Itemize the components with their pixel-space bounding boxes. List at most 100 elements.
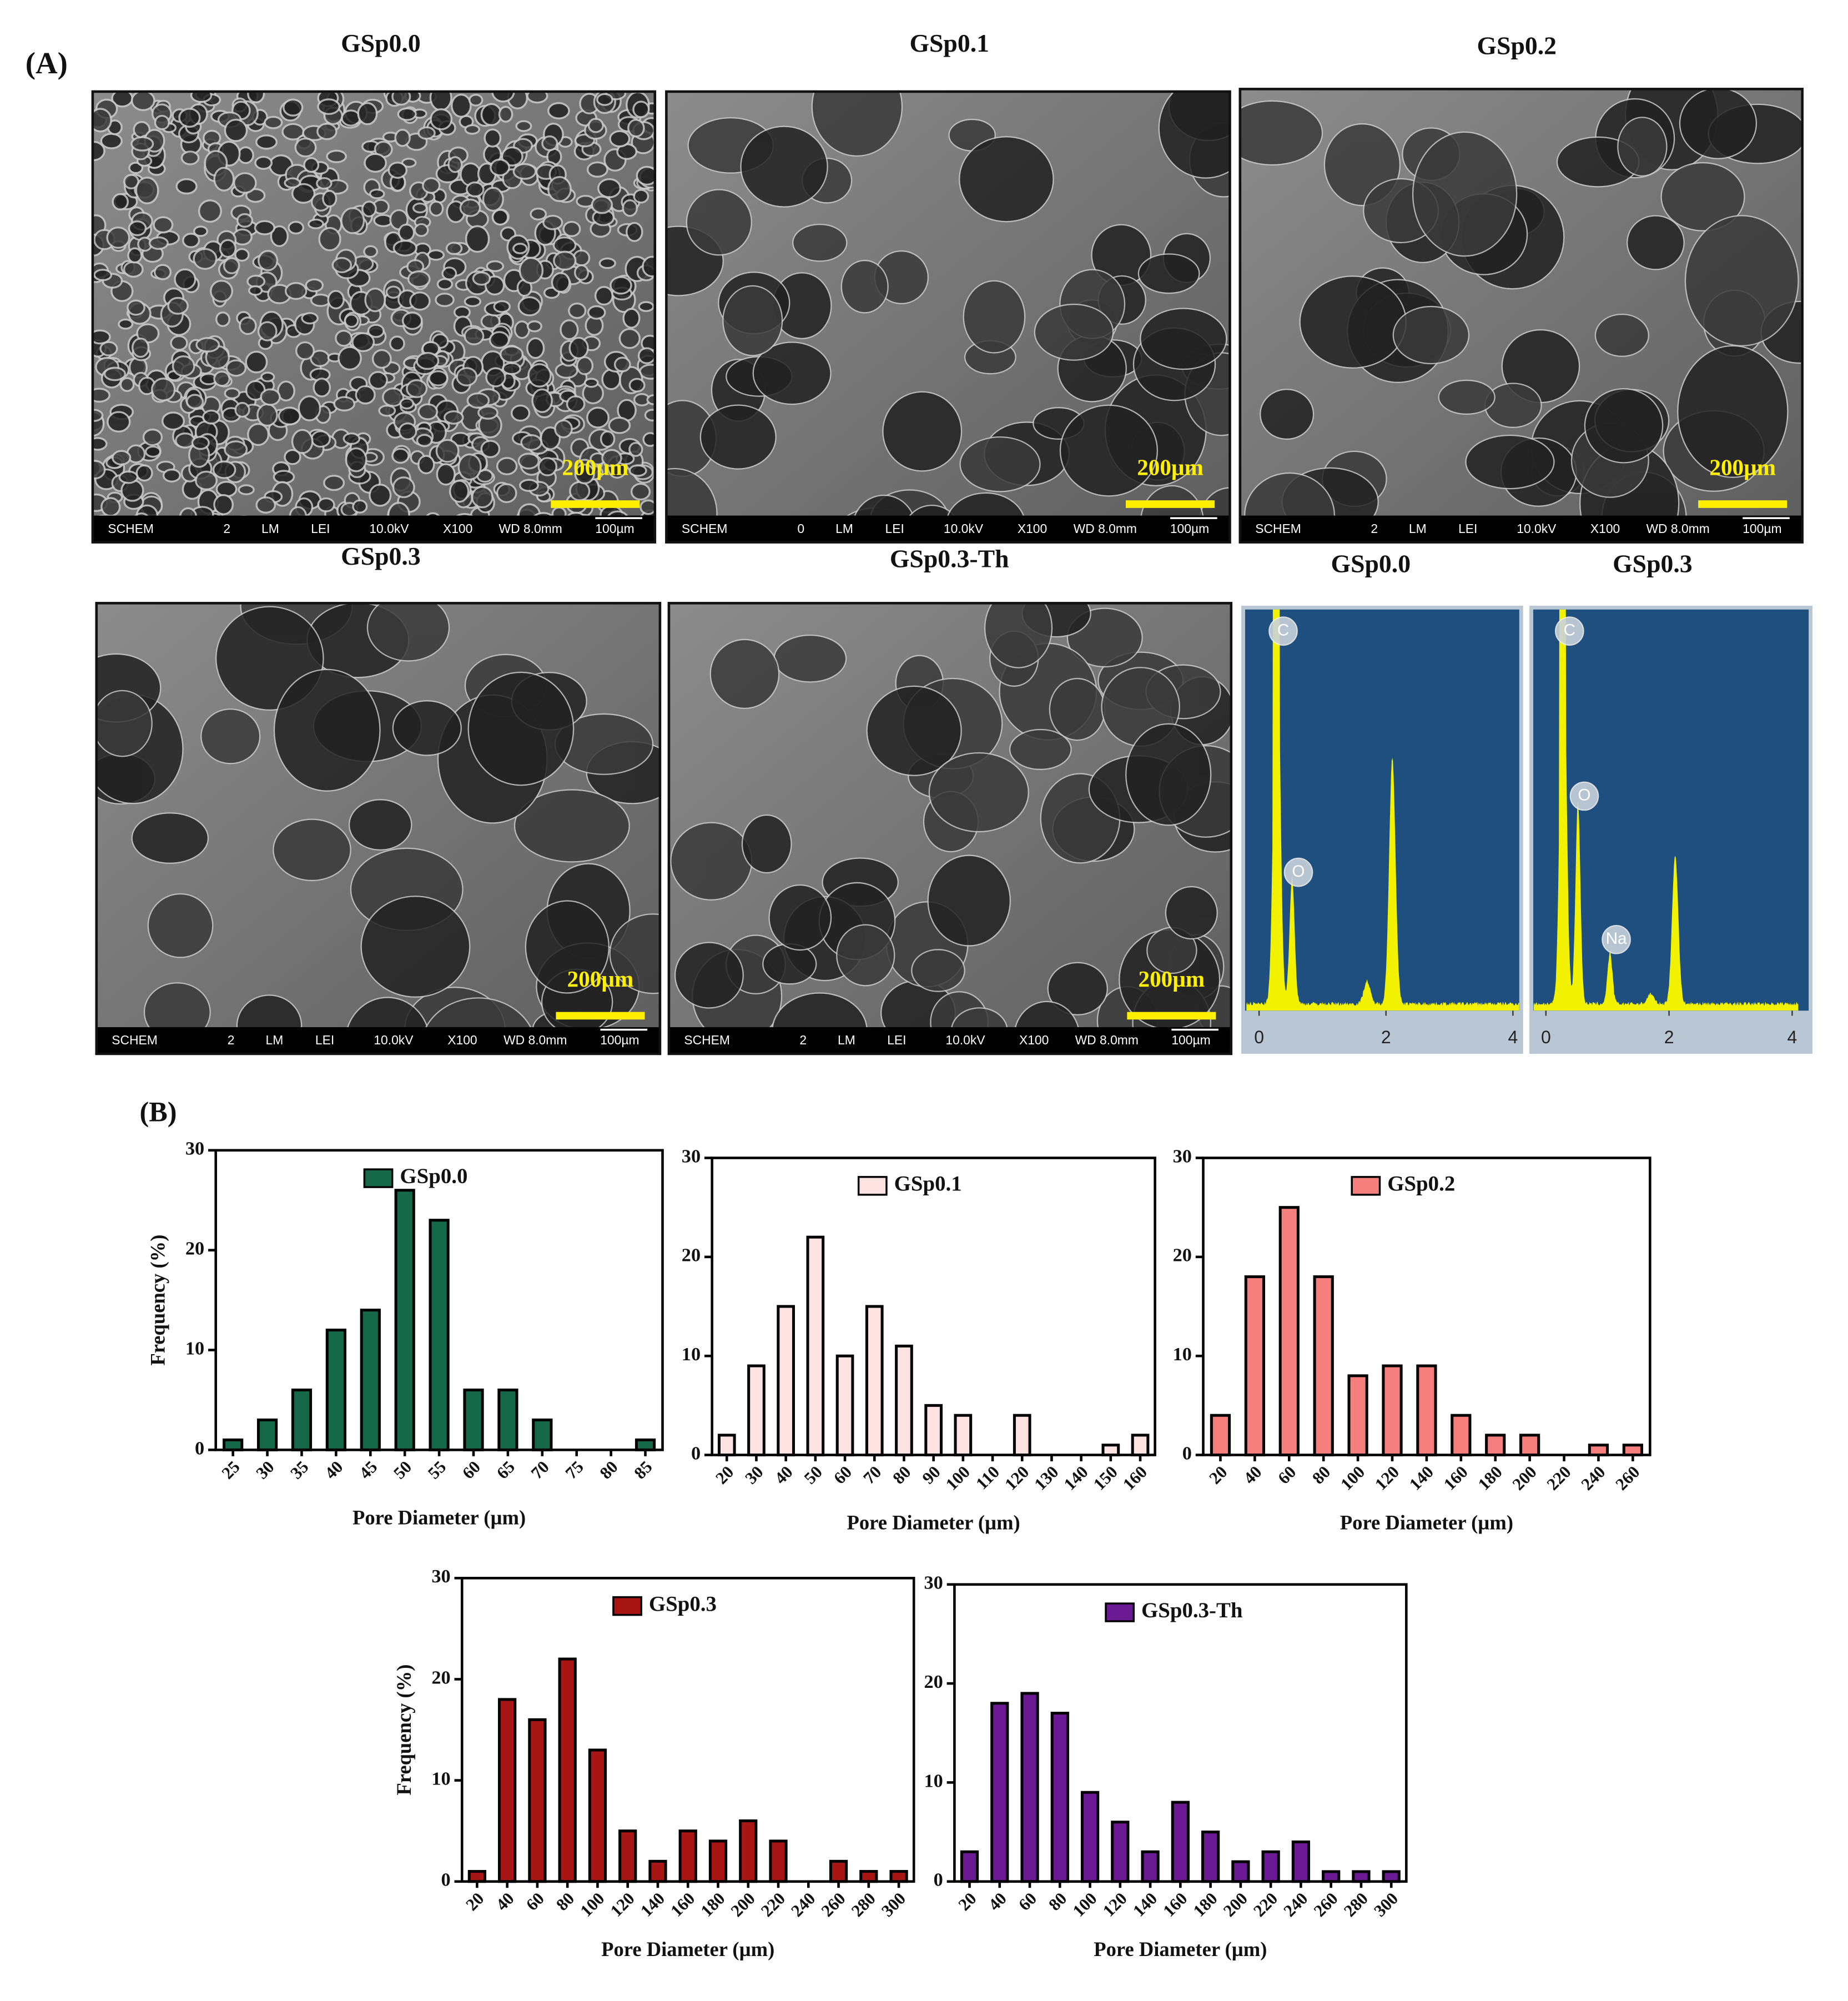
pore <box>484 128 502 148</box>
pore <box>502 362 521 375</box>
pore <box>167 296 189 315</box>
pore <box>1660 162 1745 232</box>
pore <box>1617 117 1668 177</box>
pore <box>180 150 200 165</box>
y-axis-label: Frequency (%) <box>392 1665 415 1796</box>
pore <box>182 233 200 248</box>
pore <box>768 884 832 951</box>
pore <box>392 700 462 756</box>
pore <box>541 135 558 152</box>
spectrum-plot <box>1245 609 1519 1011</box>
pore <box>1034 303 1114 361</box>
x-tick-label: 130 <box>1031 1462 1063 1494</box>
bar <box>1278 1206 1300 1457</box>
plot-frame <box>460 1577 915 1883</box>
x-tick-label: 140 <box>1129 1889 1161 1920</box>
pore <box>417 403 439 420</box>
pore <box>93 269 113 281</box>
element-label: Na <box>1606 929 1627 948</box>
pore <box>153 264 172 280</box>
pore <box>489 331 510 349</box>
x-tick-label: 240 <box>1578 1462 1609 1494</box>
bar <box>558 1657 577 1883</box>
scale-label: 200µm <box>1139 966 1205 992</box>
pore <box>195 470 218 491</box>
x-tick-label: 160 <box>1119 1462 1151 1494</box>
y-tick-label: 0 <box>1182 1442 1192 1464</box>
pore <box>301 312 319 325</box>
x-tick-label: 120 <box>607 1889 638 1920</box>
x-axis-label: Pore Diameter (µm) <box>1340 1511 1513 1534</box>
pore <box>333 396 356 412</box>
pore <box>416 351 440 370</box>
scale-label: 200µm <box>567 966 634 992</box>
pore <box>264 115 283 129</box>
x-tick-label: 80 <box>1308 1462 1334 1488</box>
x-tick-label: 80 <box>889 1462 915 1488</box>
x-tick-label: 30 <box>742 1462 767 1488</box>
pore <box>1047 962 1108 1015</box>
bar <box>960 1850 979 1883</box>
pore <box>542 214 563 230</box>
x-tick-label: 120 <box>1371 1462 1403 1494</box>
pore <box>225 359 247 377</box>
pore <box>1165 886 1218 940</box>
pore <box>310 430 331 448</box>
x-tick-label: 260 <box>1612 1462 1644 1494</box>
spectrum-title: GSp0.0 <box>1331 550 1411 578</box>
pore <box>1240 100 1323 166</box>
bar <box>1171 1801 1190 1883</box>
pore <box>294 137 317 158</box>
info-text: X100 <box>447 1033 477 1047</box>
pore <box>562 220 581 238</box>
pore <box>472 271 491 286</box>
pore <box>928 752 1029 833</box>
pore <box>127 247 143 264</box>
pore <box>100 497 121 517</box>
bar <box>708 1839 728 1883</box>
bar <box>588 1748 607 1883</box>
pore <box>513 320 530 339</box>
x-tick-label: 2 <box>1381 1027 1391 1047</box>
pore <box>597 178 622 198</box>
y-tick-label: 20 <box>924 1671 943 1692</box>
bar <box>1313 1275 1334 1457</box>
x-tick-label: 100 <box>1069 1889 1101 1920</box>
pore <box>284 281 308 300</box>
pore <box>284 177 301 189</box>
image-title: GSp0.2 <box>1477 32 1557 60</box>
pore <box>161 411 185 431</box>
bar <box>467 1870 487 1883</box>
y-tick-label: 20 <box>682 1245 701 1266</box>
pore <box>364 287 386 313</box>
pore <box>613 356 631 373</box>
pore <box>170 335 188 351</box>
x-tick-label: 85 <box>631 1457 656 1483</box>
info-text: LM <box>266 1033 284 1047</box>
bar <box>1382 1870 1401 1883</box>
pore <box>547 102 570 120</box>
pore <box>112 450 132 466</box>
pore <box>586 161 608 178</box>
pore <box>1049 677 1106 741</box>
x-tick-label: 100 <box>577 1889 608 1920</box>
x-tick-label: 50 <box>390 1457 415 1483</box>
bar <box>1352 1870 1371 1883</box>
pore <box>591 195 613 214</box>
x-tick-label: 140 <box>1406 1462 1437 1494</box>
pore <box>313 378 331 398</box>
pore <box>236 213 254 228</box>
pore <box>185 394 204 410</box>
pore <box>984 603 1053 668</box>
bar <box>769 1839 788 1883</box>
spectrum-title: GSp0.3 <box>1613 550 1693 578</box>
y-tick-label: 0 <box>934 1869 943 1891</box>
pore <box>630 482 651 501</box>
pore <box>1009 728 1072 770</box>
pore <box>642 432 655 447</box>
pore <box>482 187 504 212</box>
bar <box>325 1329 346 1451</box>
pore <box>1465 434 1555 490</box>
pore <box>248 285 263 296</box>
